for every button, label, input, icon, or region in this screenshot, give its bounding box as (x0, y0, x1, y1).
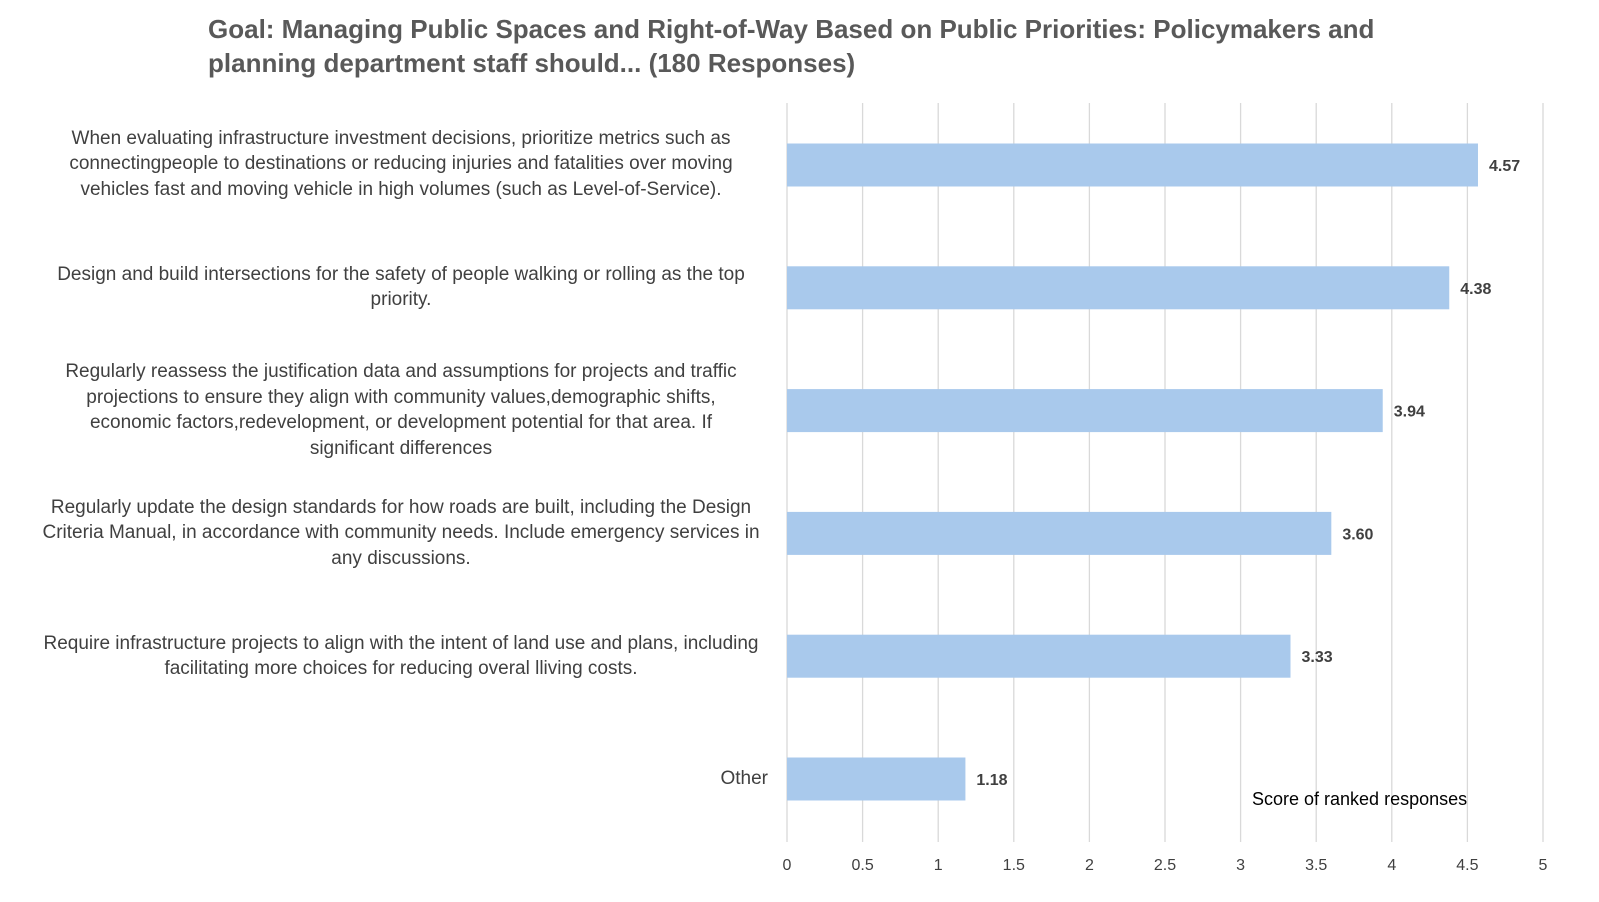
x-tick-label: 2 (1085, 857, 1094, 874)
bar-value-label: 4.38 (1460, 281, 1491, 298)
x-tick-label: 5 (1539, 857, 1548, 874)
x-tick-label: 3 (1236, 857, 1245, 874)
x-tick-label: 2.5 (1154, 857, 1176, 874)
bar (787, 634, 1291, 678)
category-label: Regularly reassess the justification dat… (65, 361, 737, 459)
bar (787, 757, 966, 801)
bar (787, 389, 1383, 433)
bar (787, 511, 1332, 555)
bar-value-label: 4.57 (1489, 158, 1520, 175)
category-label: Require infrastructure projects to align… (43, 632, 759, 680)
x-tick-label: 0.5 (851, 857, 873, 874)
x-tick-label: 1.5 (1003, 857, 1025, 874)
x-tick-label: 4 (1387, 857, 1396, 874)
bar-value-label: 3.33 (1301, 649, 1332, 666)
category-label: Design and build intersections for the s… (57, 263, 745, 311)
category-label: Other (720, 768, 768, 790)
bar (787, 143, 1478, 187)
category-label: When evaluating infrastructure investmen… (69, 127, 733, 200)
x-tick-label: 0 (783, 857, 792, 874)
chart-title: Goal: Managing Public Spaces and Right-o… (208, 14, 1375, 78)
bar (787, 266, 1450, 310)
category-label: Regularly update the design standards fo… (42, 496, 760, 569)
bar-value-label: 3.94 (1394, 404, 1425, 421)
x-tick-label: 1 (934, 857, 943, 874)
x-tick-label: 3.5 (1305, 857, 1327, 874)
bar-value-label: 3.60 (1342, 526, 1373, 543)
x-axis-label: Score of ranked responses (1252, 789, 1468, 809)
bar-value-label: 1.18 (976, 772, 1007, 789)
x-tick-label: 4.5 (1456, 857, 1478, 874)
